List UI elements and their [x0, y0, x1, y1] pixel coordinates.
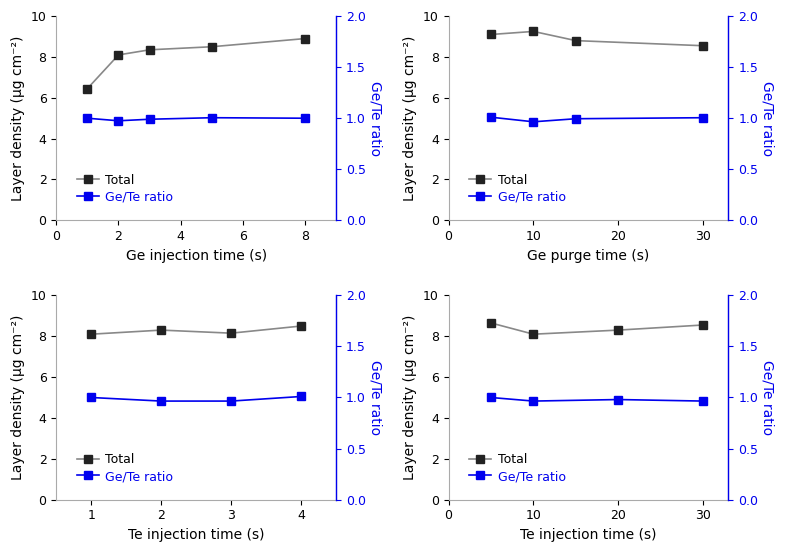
Y-axis label: Ge/Te ratio: Ge/Te ratio [369, 81, 383, 156]
Ge/Te ratio [614, 396, 623, 403]
Ge/Te ratio [207, 114, 216, 121]
Ge/Te ratio [226, 398, 236, 404]
Y-axis label: Ge/Te ratio: Ge/Te ratio [761, 360, 775, 435]
X-axis label: Ge injection time (s): Ge injection time (s) [126, 249, 266, 263]
Total [300, 35, 310, 42]
Ge/Te ratio [296, 393, 306, 400]
Ge/Te ratio [698, 398, 707, 404]
X-axis label: Te injection time (s): Te injection time (s) [520, 528, 657, 542]
Line: Ge/Te ratio: Ge/Te ratio [487, 113, 707, 126]
Y-axis label: Ge/Te ratio: Ge/Te ratio [369, 360, 383, 435]
Line: Ge/Te ratio: Ge/Te ratio [487, 394, 707, 405]
Line: Total: Total [487, 319, 707, 338]
Legend: Total, Ge/Te ratio: Total, Ge/Te ratio [468, 453, 566, 483]
Legend: Total, Ge/Te ratio: Total, Ge/Te ratio [468, 174, 566, 204]
Total [296, 323, 306, 330]
Ge/Te ratio [300, 115, 310, 122]
Ge/Te ratio [571, 116, 581, 122]
Total [529, 28, 538, 35]
Total [83, 85, 92, 92]
Y-axis label: Layer density (μg cm⁻²): Layer density (μg cm⁻²) [403, 35, 417, 201]
Ge/Te ratio [698, 114, 707, 121]
Ge/Te ratio [86, 394, 96, 401]
X-axis label: Ge purge time (s): Ge purge time (s) [527, 249, 650, 263]
Y-axis label: Layer density (μg cm⁻²): Layer density (μg cm⁻²) [11, 315, 25, 480]
Total [156, 327, 166, 333]
Legend: Total, Ge/Te ratio: Total, Ge/Te ratio [76, 453, 173, 483]
Ge/Te ratio [529, 398, 538, 404]
Total [571, 37, 581, 44]
Total [698, 43, 707, 49]
Ge/Te ratio [83, 115, 92, 122]
Total [698, 322, 707, 328]
Line: Total: Total [87, 322, 305, 338]
Line: Ge/Te ratio: Ge/Te ratio [83, 114, 309, 124]
Line: Ge/Te ratio: Ge/Te ratio [87, 393, 305, 405]
Total [145, 46, 154, 53]
Total [529, 331, 538, 337]
Ge/Te ratio [114, 117, 123, 124]
Ge/Te ratio [529, 118, 538, 125]
Ge/Te ratio [487, 114, 496, 121]
Total [114, 51, 123, 58]
X-axis label: Te injection time (s): Te injection time (s) [128, 528, 264, 542]
Total [487, 320, 496, 326]
Line: Total: Total [83, 35, 309, 92]
Total [226, 330, 236, 336]
Line: Total: Total [487, 28, 707, 50]
Ge/Te ratio [487, 394, 496, 401]
Ge/Te ratio [156, 398, 166, 404]
Y-axis label: Ge/Te ratio: Ge/Te ratio [761, 81, 775, 156]
Y-axis label: Layer density (μg cm⁻²): Layer density (μg cm⁻²) [11, 35, 25, 201]
Y-axis label: Layer density (μg cm⁻²): Layer density (μg cm⁻²) [403, 315, 417, 480]
Total [487, 31, 496, 38]
Total [207, 44, 216, 50]
Total [614, 327, 623, 333]
Ge/Te ratio [145, 116, 154, 123]
Total [86, 331, 96, 337]
Legend: Total, Ge/Te ratio: Total, Ge/Te ratio [76, 174, 173, 204]
